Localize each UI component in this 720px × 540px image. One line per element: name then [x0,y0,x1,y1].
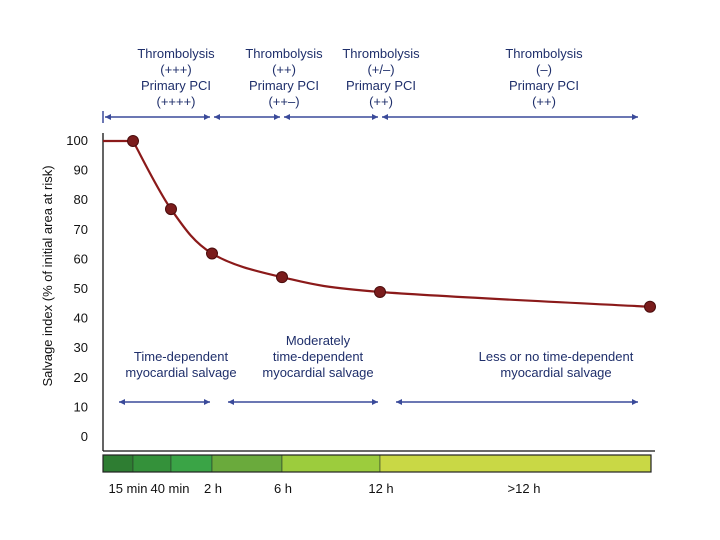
data-point [127,135,139,147]
y-tick-label: 30 [74,340,88,355]
time-label: >12 h [508,481,541,496]
treatment-header-line: (–) [536,62,552,77]
time-bar-segment [102,454,134,473]
time-label: 12 h [368,481,393,496]
time-label: 2 h [204,481,222,496]
treatment-header-line: Thrombolysis [137,46,215,61]
salvage-curve [103,139,651,308]
header-arrow-head-right [632,114,638,120]
treatment-header-line: (+/–) [367,62,394,77]
y-tick-label: 0 [81,429,88,444]
time-bar-segment [211,454,283,473]
salvage-zone-line: time-dependent [273,349,364,364]
time-bar-border [102,454,652,473]
treatment-header-line: (+++) [160,62,191,77]
data-point [165,203,177,216]
zone-arrow-head-left [228,399,234,405]
time-label: 6 h [274,481,292,496]
y-tick-label: 10 [74,399,88,414]
salvage-zone-line: Moderately [286,333,351,348]
time-label: 40 min [150,481,189,496]
header-arrow-head-left [105,114,111,120]
header-arrow-head-right [204,114,210,120]
zone-arrow-head-left [119,399,125,405]
treatment-header-line: Primary PCI [346,78,416,93]
treatment-header-line: Thrombolysis [245,46,323,61]
salvage-zone-line: Time-dependent [134,349,229,364]
salvage-zone-line: myocardial salvage [262,365,373,380]
header-arrow-head-right [274,114,280,120]
treatment-header-line: (++++) [156,94,195,109]
data-point [644,300,656,313]
time-bar-segment [281,454,381,473]
zone-arrow-head-right [632,399,638,405]
y-tick-label: 40 [74,311,88,326]
y-tick-label: 100 [66,133,88,148]
zone-arrow-head-left [396,399,402,405]
treatment-header-line: Primary PCI [509,78,579,93]
y-tick-label: 50 [74,281,88,296]
salvage-zone-line: myocardial salvage [500,365,611,380]
treatment-header-line: Primary PCI [249,78,319,93]
header-arrow-head-left [284,114,290,120]
treatment-header-line: (++) [369,94,393,109]
y-tick-label: 60 [74,251,88,266]
y-tick-label: 20 [74,370,88,385]
y-tick-label: 80 [74,192,88,207]
time-label: 15 min [108,481,147,496]
header-arrow-head-left [214,114,220,120]
treatment-header-line: (++–) [268,94,299,109]
time-bar-segment [132,454,172,473]
treatment-header-line: (++) [532,94,556,109]
salvage-zone-line: myocardial salvage [125,365,236,380]
y-tick-label: 90 [74,163,88,178]
data-point [374,285,386,298]
treatment-header-line: (++) [272,62,296,77]
treatment-header-line: Thrombolysis [505,46,583,61]
data-point [276,271,288,284]
data-point [206,247,218,260]
header-arrow-head-left [382,114,388,120]
salvage-zone-line: Less or no time-dependent [479,349,634,364]
y-axis-label: Salvage index (% of initial area at risk… [40,165,55,386]
treatment-header-line: Thrombolysis [342,46,420,61]
zone-arrow-head-right [204,399,210,405]
time-bar-segment [379,454,652,473]
zone-arrow-head-right [372,399,378,405]
time-bar-segment [170,454,213,473]
y-tick-label: 70 [74,222,88,237]
header-arrow-head-right [372,114,378,120]
treatment-header-line: Primary PCI [141,78,211,93]
